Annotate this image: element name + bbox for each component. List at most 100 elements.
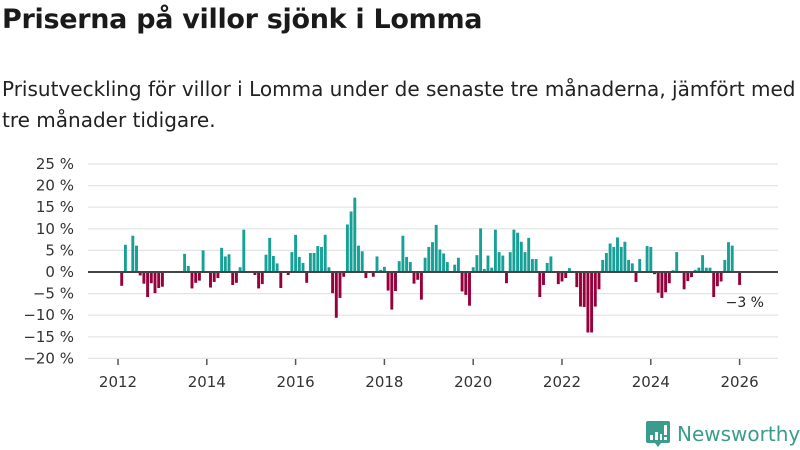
bar (323, 234, 327, 272)
bar (468, 272, 471, 306)
bar (186, 265, 190, 272)
bar (431, 242, 434, 272)
bar (308, 252, 312, 272)
bar (142, 272, 146, 284)
bar (730, 245, 734, 272)
bar (597, 272, 601, 290)
y-tick-label: −15 % (23, 328, 74, 346)
bar (331, 272, 335, 294)
bar (567, 268, 571, 272)
bar (616, 237, 619, 272)
bar (427, 246, 431, 272)
last-value-annotation: −3 % (726, 295, 764, 311)
bar (667, 272, 671, 284)
bar (201, 250, 205, 272)
bar (197, 272, 201, 281)
bar (268, 237, 272, 272)
bar (608, 243, 612, 272)
bar (153, 272, 157, 294)
bar (723, 259, 727, 272)
bar (534, 259, 538, 272)
y-tick-label: 20 % (36, 177, 74, 195)
bar (227, 254, 231, 272)
bar (338, 272, 342, 298)
bar (590, 272, 594, 333)
bar (123, 244, 127, 272)
bar (397, 261, 401, 272)
bar (505, 272, 508, 284)
bar (320, 246, 323, 272)
y-tick-label: −10 % (23, 306, 74, 324)
bar (390, 272, 394, 310)
y-tick-label: −20 % (23, 349, 74, 367)
bar (508, 252, 512, 272)
bar (682, 272, 686, 290)
bar (349, 211, 353, 272)
bar (257, 272, 261, 289)
bar (560, 272, 564, 282)
bar (708, 267, 712, 272)
bar (357, 245, 360, 272)
bar (704, 267, 708, 272)
bar (442, 253, 446, 272)
bar (445, 262, 449, 272)
bar (727, 242, 730, 272)
bar (401, 235, 405, 272)
bar (271, 256, 275, 272)
bar (305, 272, 309, 283)
bar (490, 267, 494, 272)
bar (412, 272, 416, 284)
bar (316, 246, 320, 272)
bar (497, 252, 501, 272)
bar (386, 272, 390, 291)
bar (194, 272, 198, 283)
x-tick-label: 2016 (277, 373, 315, 391)
y-tick-label: −5 % (33, 285, 74, 303)
bar (549, 256, 553, 272)
bar (738, 272, 742, 285)
y-axis-labels: 25 % 20 % 15 % 10 % 5 % 0 % −5 % −10 % −15 % −20 … (23, 155, 74, 367)
bar (360, 251, 364, 272)
bar (342, 272, 346, 277)
bar (294, 234, 298, 272)
bar (138, 272, 142, 276)
bar (664, 272, 668, 293)
bar (593, 272, 597, 307)
chart-subtitle: Prisutveckling för villor i Lomma under … (2, 77, 796, 132)
bar (408, 262, 412, 272)
bar (519, 241, 523, 272)
bar (464, 272, 468, 295)
bar (527, 237, 531, 272)
bar (238, 267, 242, 272)
bar (538, 272, 542, 298)
bar (290, 252, 294, 272)
y-tick-label: 5 % (45, 241, 74, 259)
bar (190, 272, 194, 289)
bar (627, 259, 631, 272)
bar (693, 269, 697, 272)
bar (209, 272, 212, 288)
bar (715, 272, 719, 287)
y-tick-label: 10 % (36, 220, 74, 238)
bar (131, 235, 135, 272)
bar (379, 269, 383, 272)
bar (456, 257, 460, 272)
bar (275, 263, 279, 272)
bar (653, 272, 656, 275)
bar (334, 272, 338, 318)
bar (234, 272, 238, 283)
bar (220, 247, 224, 272)
bar (545, 262, 549, 272)
bar (601, 259, 605, 272)
bar (434, 224, 438, 272)
bar (479, 228, 483, 272)
bar (286, 272, 290, 276)
bar-chart: 25 % 20 % 15 % 10 % 5 % 0 % −5 % −10 % −15 % −20 … (23, 155, 778, 391)
x-tick-label: 2012 (99, 373, 137, 391)
x-tick-label: 2014 (188, 373, 226, 391)
bar (149, 272, 153, 284)
bar (460, 272, 464, 292)
bar (279, 272, 283, 288)
bar (493, 229, 497, 272)
bar (475, 255, 479, 272)
